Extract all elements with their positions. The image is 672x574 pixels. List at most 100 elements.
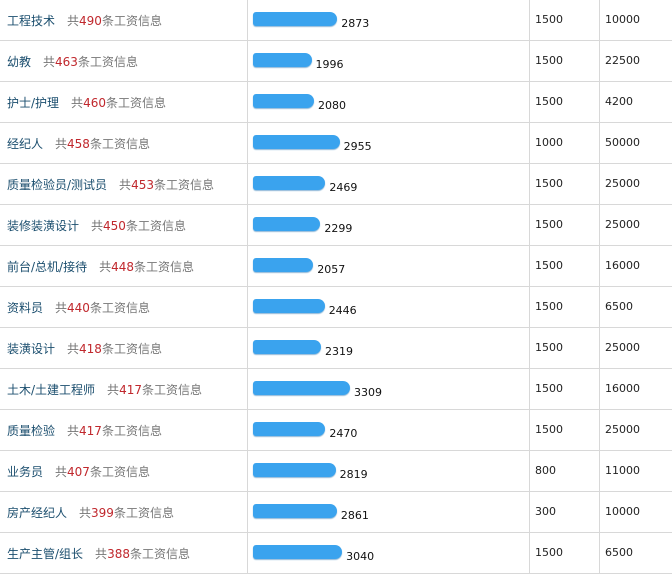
max-salary: 4200 (605, 95, 633, 108)
min-cell: 1500 (530, 287, 600, 327)
average-label: 2470 (329, 427, 358, 440)
table-row: 质量检验 共417条工资信息 2470 1500 25000 (0, 410, 672, 451)
record-count: 共417条工资信息 (107, 383, 202, 397)
average-bar (253, 545, 343, 559)
count-suffix: 条工资信息 (134, 260, 195, 274)
average-label: 2819 (339, 468, 368, 481)
table-row: 生产主管/组长 共388条工资信息 3040 1500 6500 (0, 533, 672, 574)
max-salary: 25000 (605, 423, 640, 436)
job-info: 装潢设计 共418条工资信息 (7, 340, 162, 357)
max-cell: 22500 (600, 41, 672, 81)
average-cell: 2470 (248, 410, 530, 450)
table-row: 装潢设计 共418条工资信息 2319 1500 25000 (0, 328, 672, 369)
job-info: 经纪人 共458条工资信息 (7, 135, 150, 152)
min-cell: 1500 (530, 369, 600, 409)
min-salary: 1500 (535, 341, 563, 354)
job-title: 前台/总机/接待 (7, 260, 88, 274)
count-prefix: 共 (91, 219, 104, 233)
job-title: 土木/土建工程师 (7, 383, 96, 397)
min-salary: 1500 (535, 382, 563, 395)
max-salary: 16000 (605, 382, 640, 395)
job-info: 装修装潢设计 共450条工资信息 (7, 217, 186, 234)
min-cell: 1500 (530, 328, 600, 368)
average-cell: 3309 (248, 369, 530, 409)
count-value: 388 (107, 547, 130, 561)
average-cell: 3040 (248, 533, 530, 573)
job-cell: 房产经纪人 共399条工资信息 (0, 492, 248, 532)
record-count: 共463条工资信息 (43, 55, 138, 69)
max-cell: 10000 (600, 492, 672, 532)
max-cell: 25000 (600, 410, 672, 450)
average-bar (253, 504, 337, 518)
average-bar (253, 258, 314, 272)
count-value: 418 (79, 342, 102, 356)
job-cell: 质量检验 共417条工资信息 (0, 410, 248, 450)
average-cell: 2469 (248, 164, 530, 204)
record-count: 共417条工资信息 (67, 424, 162, 438)
job-info: 资料员 共440条工资信息 (7, 299, 150, 316)
average-label: 3309 (354, 386, 382, 399)
max-cell: 16000 (600, 246, 672, 286)
job-title: 装潢设计 (7, 342, 56, 356)
count-prefix: 共 (55, 137, 68, 151)
record-count: 共407条工资信息 (55, 465, 150, 479)
count-prefix: 共 (55, 301, 68, 315)
max-cell: 50000 (600, 123, 672, 163)
count-value: 448 (111, 260, 135, 274)
job-info: 土木/土建工程师 共417条工资信息 (7, 381, 202, 398)
job-cell: 装潢设计 共418条工资信息 (0, 328, 248, 368)
min-cell: 1500 (530, 41, 600, 81)
job-info: 幼教 共463条工资信息 (7, 53, 138, 70)
table-row: 幼教 共463条工资信息 1996 1500 22500 (0, 41, 672, 82)
count-prefix: 共 (67, 14, 80, 28)
min-cell: 1500 (530, 82, 600, 122)
table-row: 土木/土建工程师 共417条工资信息 3309 1500 16000 (0, 369, 672, 410)
average-label: 1996 (315, 58, 344, 71)
count-suffix: 条工资信息 (101, 342, 162, 356)
min-cell: 1500 (530, 164, 600, 204)
count-suffix: 条工资信息 (89, 465, 150, 479)
job-title: 房产经纪人 (7, 506, 68, 520)
average-cell: 2861 (248, 492, 530, 532)
job-info: 前台/总机/接待 共448条工资信息 (7, 258, 194, 275)
min-salary: 1500 (535, 177, 563, 190)
job-title: 经纪人 (7, 137, 44, 151)
max-salary: 10000 (605, 505, 640, 518)
count-suffix: 条工资信息 (105, 96, 166, 110)
job-cell: 护士/护理 共460条工资信息 (0, 82, 248, 122)
max-salary: 25000 (605, 341, 640, 354)
average-cell: 2057 (248, 246, 530, 286)
count-prefix: 共 (67, 424, 80, 438)
table-row: 经纪人 共458条工资信息 2955 1000 50000 (0, 123, 672, 164)
count-suffix: 条工资信息 (89, 137, 150, 151)
average-bar (253, 12, 338, 26)
min-salary: 1500 (535, 423, 563, 436)
average-label: 2299 (324, 222, 353, 235)
average-cell: 1996 (248, 41, 530, 81)
max-cell: 6500 (600, 533, 672, 573)
count-suffix: 条工资信息 (129, 547, 190, 561)
count-value: 458 (67, 137, 90, 151)
count-prefix: 共 (43, 55, 56, 69)
table-row: 资料员 共440条工资信息 2446 1500 6500 (0, 287, 672, 328)
max-cell: 10000 (600, 0, 672, 40)
job-info: 质量检验员/测试员 共453条工资信息 (7, 176, 214, 193)
min-cell: 800 (530, 451, 600, 491)
average-label: 2319 (324, 345, 353, 358)
count-value: 399 (91, 506, 114, 520)
count-value: 417 (79, 424, 102, 438)
record-count: 共399条工资信息 (79, 506, 174, 520)
job-info: 质量检验 共417条工资信息 (7, 422, 162, 439)
count-suffix: 条工资信息 (125, 219, 186, 233)
min-salary: 1500 (535, 95, 563, 108)
max-salary: 16000 (605, 259, 640, 272)
min-cell: 1000 (530, 123, 600, 163)
record-count: 共460条工资信息 (71, 96, 166, 110)
count-value: 463 (55, 55, 78, 69)
average-bar (253, 53, 312, 67)
job-cell: 工程技术 共490条工资信息 (0, 0, 248, 40)
min-salary: 300 (535, 505, 556, 518)
job-cell: 幼教 共463条工资信息 (0, 41, 248, 81)
average-cell: 2446 (248, 287, 530, 327)
max-cell: 11000 (600, 451, 672, 491)
